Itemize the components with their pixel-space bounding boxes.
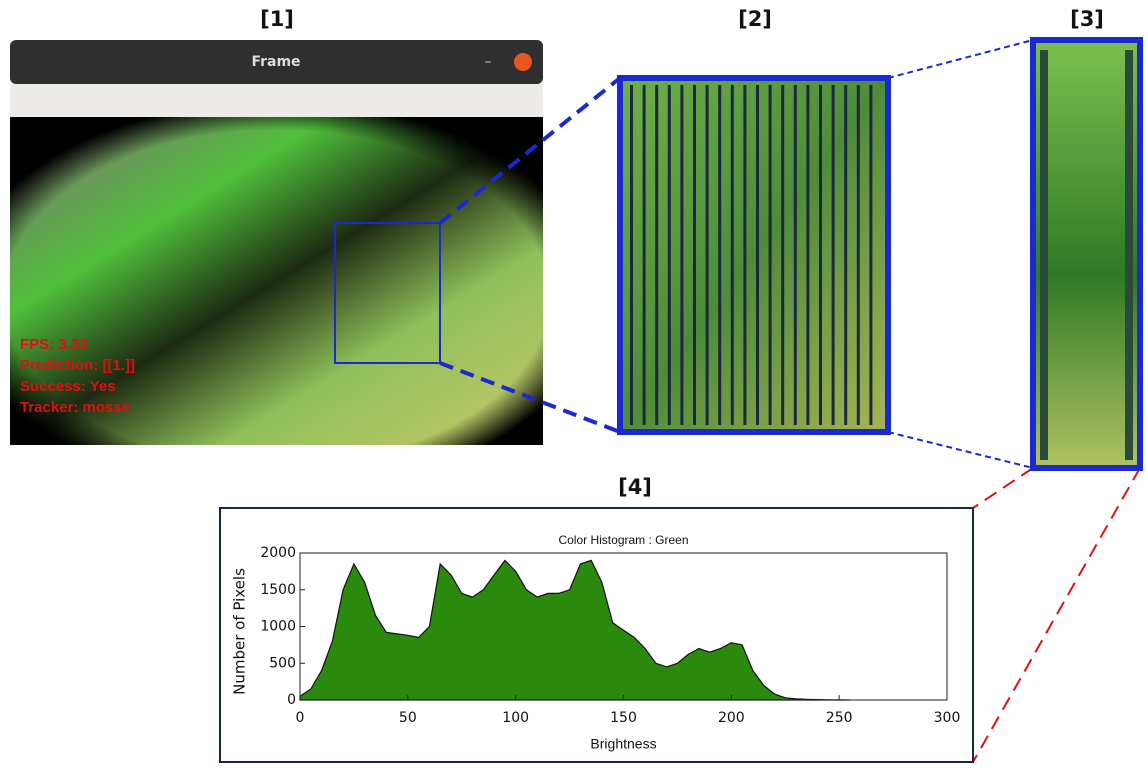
stripe xyxy=(856,85,860,425)
overlay-text: Prediction: [[1.]] xyxy=(20,357,135,374)
stripe xyxy=(718,85,722,425)
stripe xyxy=(869,85,873,425)
close-button[interactable] xyxy=(514,53,532,71)
stripe xyxy=(806,85,810,425)
connector xyxy=(972,467,1034,509)
y-axis-label: Number of Pixels xyxy=(231,568,249,695)
x-tick-label: 200 xyxy=(718,710,745,726)
y-tick-label: 1000 xyxy=(260,619,296,635)
stripe xyxy=(693,85,696,425)
sample-stripes xyxy=(630,85,873,425)
stripe xyxy=(768,85,772,425)
border xyxy=(1040,50,1048,460)
y-tick-label: 500 xyxy=(269,655,296,671)
panel-label: [1] xyxy=(260,7,294,31)
panel-label: [3] xyxy=(1070,7,1104,31)
x-tick-label: 250 xyxy=(826,710,853,726)
x-tick-label: 150 xyxy=(610,710,637,726)
overlay-text: Success: Yes xyxy=(20,378,116,395)
stripe xyxy=(630,85,633,425)
stripe xyxy=(743,85,747,425)
stripe xyxy=(844,85,848,425)
overlay-text: Tracker: mosse xyxy=(20,399,130,416)
title-bar xyxy=(10,40,543,84)
x-axis-label: Brightness xyxy=(590,736,656,752)
border xyxy=(1125,50,1133,460)
x-tick-label: 0 xyxy=(296,710,305,726)
panel-label: [2] xyxy=(738,7,772,31)
overlay-text: FPS: 3.33 xyxy=(20,336,88,353)
stripe xyxy=(831,85,835,425)
tracker-box xyxy=(334,222,441,364)
zoom-lines xyxy=(438,39,1034,469)
zoom-lines xyxy=(972,467,1141,763)
x-tick-label: 50 xyxy=(399,710,417,726)
histogram-area xyxy=(299,559,850,701)
panel-label: [4] xyxy=(618,475,652,499)
connector xyxy=(972,467,1141,763)
stripe xyxy=(819,85,822,425)
vignette xyxy=(10,117,543,445)
stripe xyxy=(667,85,671,425)
window: Frame – FPS: 3.33 Prediction: [[1.]] Suc… xyxy=(10,40,543,445)
stripe xyxy=(642,85,646,425)
stripe xyxy=(756,85,759,425)
crop-image xyxy=(617,75,891,435)
window-title: Frame xyxy=(251,54,300,70)
toolbar xyxy=(10,84,543,117)
y-tick-label: 1500 xyxy=(260,582,296,598)
x-tick-label: 300 xyxy=(934,710,961,726)
connector xyxy=(887,39,1034,79)
connector xyxy=(439,361,621,434)
stripe xyxy=(705,85,709,425)
stripe xyxy=(793,85,797,425)
connector xyxy=(887,431,1034,469)
y-tick-label: 0 xyxy=(287,692,296,708)
stripe xyxy=(781,85,785,425)
minimize-button[interactable]: – xyxy=(485,54,492,70)
stripe xyxy=(655,85,659,425)
histogram: Color Histogram : Green Brightness Number … xyxy=(231,533,961,752)
stacked-image xyxy=(1030,37,1143,471)
x-tick-label: 100 xyxy=(502,710,529,726)
chart-title: Color Histogram : Green xyxy=(558,533,688,547)
stripe xyxy=(730,85,734,425)
stripe xyxy=(680,85,684,425)
connector xyxy=(438,76,622,225)
y-tick-label: 2000 xyxy=(260,545,296,561)
